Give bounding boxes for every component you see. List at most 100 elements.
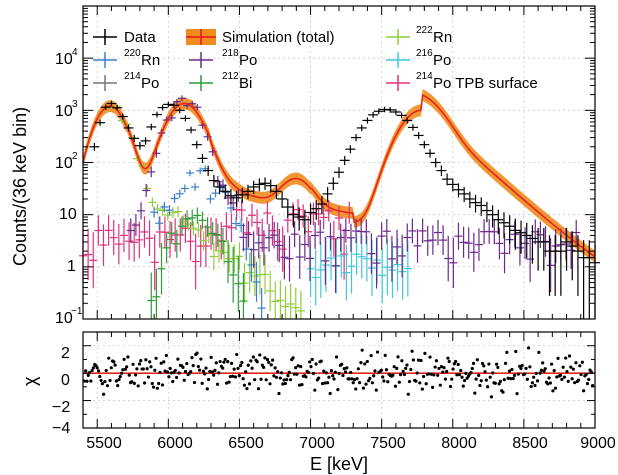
residual-point <box>469 370 473 375</box>
residual-point <box>471 361 476 365</box>
residual-point <box>561 365 565 369</box>
residual-point <box>437 366 441 371</box>
residual-point <box>456 362 460 367</box>
residual-point <box>116 383 120 388</box>
residual-point <box>424 382 428 386</box>
residual-point <box>349 370 353 375</box>
residual-point <box>375 350 380 354</box>
residual-point <box>155 386 159 390</box>
residual-point <box>205 387 209 391</box>
residual-point <box>123 367 127 371</box>
residual-point <box>299 365 303 369</box>
residual-point <box>395 366 399 370</box>
res-y-tick-2: 2 <box>61 345 70 362</box>
residual-point <box>142 381 147 385</box>
residual-point <box>117 378 121 382</box>
residual-point <box>419 358 423 363</box>
y-tick-10: 10 <box>59 206 77 223</box>
res-y-tick-m4: −4 <box>52 420 70 437</box>
residual-point <box>528 365 532 369</box>
residual-point <box>182 378 186 382</box>
residual-point <box>153 368 157 372</box>
residual-point <box>274 375 279 379</box>
legend-po218-label: Po <box>239 52 257 69</box>
residual-point <box>578 364 582 368</box>
y-tick-1e-1-exp: −1 <box>71 306 83 317</box>
legend-data-label: Data <box>124 29 156 46</box>
residual-point <box>526 346 531 350</box>
residual-point <box>329 369 334 373</box>
residual-point <box>112 360 116 364</box>
residual-point <box>460 375 464 379</box>
residual-point <box>258 353 262 357</box>
residual-point <box>576 378 581 382</box>
residual-point <box>192 380 197 385</box>
residual-point <box>328 391 332 396</box>
residual-point <box>176 357 180 361</box>
residual-point <box>488 375 492 379</box>
residual-point <box>282 378 286 382</box>
simulation-line <box>82 93 596 258</box>
y-tick-1e4-exp: 4 <box>72 47 78 58</box>
residual-point <box>191 364 195 368</box>
residual-point <box>85 379 89 383</box>
residual-point <box>442 366 446 370</box>
residual-point <box>364 382 368 386</box>
residual-point <box>496 365 500 370</box>
residual-point <box>238 364 243 368</box>
residual-point <box>227 380 231 384</box>
residual-panel-frame <box>82 331 596 429</box>
residual-point <box>560 377 564 382</box>
residual-point <box>530 381 535 385</box>
residual-point <box>214 361 218 365</box>
residual-point <box>494 362 499 366</box>
residual-point <box>121 368 125 372</box>
residual-point <box>265 357 270 362</box>
residual-point <box>226 360 230 364</box>
residual-point <box>185 361 189 366</box>
legend-tpb-marker <box>386 75 410 91</box>
residual-point <box>148 360 152 364</box>
residual-point <box>391 373 395 377</box>
residual-point <box>405 363 409 367</box>
residual-point <box>108 378 112 383</box>
residual-point <box>308 360 312 364</box>
residual-point <box>537 350 541 354</box>
y-tick-1e4-base: 10 <box>55 51 73 68</box>
residual-point <box>474 377 478 381</box>
residual-point <box>393 384 398 388</box>
residual-point <box>533 383 537 388</box>
residual-point <box>579 372 583 377</box>
residual-point <box>556 356 560 360</box>
residual-point <box>520 363 524 368</box>
residual-point <box>310 357 314 362</box>
x-tick-6000: 6000 <box>157 435 193 452</box>
residual-point <box>199 357 203 361</box>
residual-point <box>396 355 400 359</box>
residual-point <box>320 382 325 386</box>
legend-po216-sup: 216 <box>416 48 433 59</box>
residual-point <box>587 377 591 382</box>
residual-point <box>270 358 275 362</box>
residual-point <box>552 369 556 373</box>
residual-point <box>276 370 280 374</box>
residual-point <box>447 359 451 364</box>
residual-point <box>262 365 266 369</box>
residual-point <box>277 391 281 396</box>
residual-point <box>190 355 194 360</box>
residual-point <box>228 375 232 379</box>
residual-point <box>163 369 167 373</box>
residual-point <box>470 366 474 371</box>
residual-point <box>534 371 538 376</box>
residual-point <box>525 377 529 381</box>
residual-point <box>358 381 362 385</box>
residual-point <box>407 379 412 384</box>
residual-point <box>217 371 221 375</box>
residual-point <box>392 365 396 369</box>
residual-point <box>478 383 482 388</box>
residual-point <box>564 356 568 360</box>
residual-point <box>224 381 229 385</box>
residual-point <box>244 370 248 374</box>
legend-po218-sup: 218 <box>222 48 239 59</box>
legend-rn222-label: Rn <box>433 29 452 46</box>
